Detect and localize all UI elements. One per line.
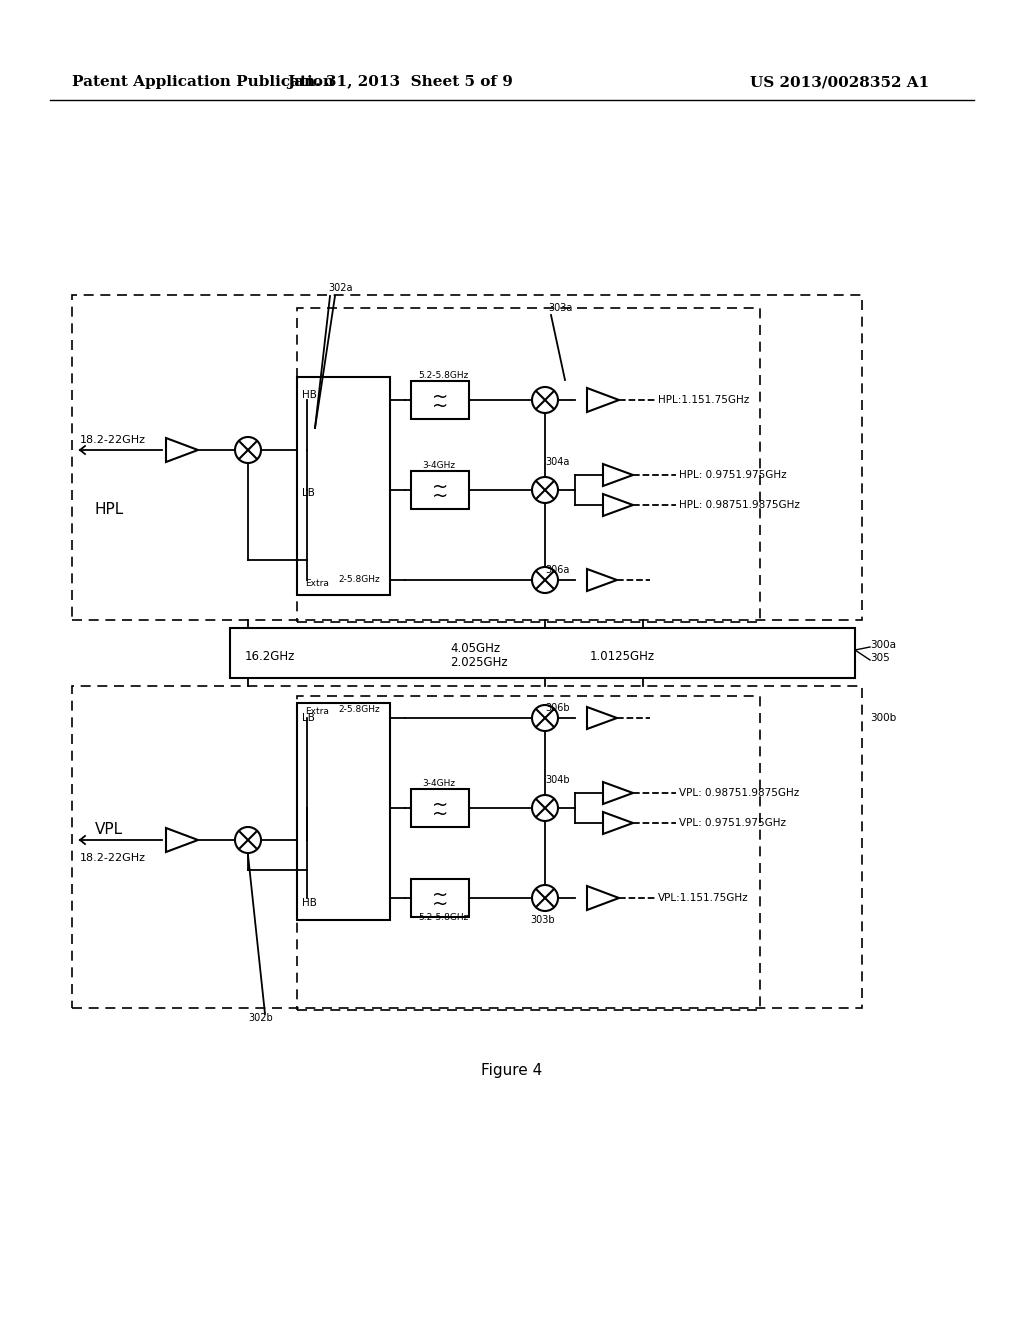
Bar — [411, 879, 469, 917]
Text: 305: 305 — [870, 653, 890, 663]
Text: HPL: HPL — [95, 503, 124, 517]
Text: 18.2-22GHz: 18.2-22GHz — [80, 853, 146, 863]
Bar — [297, 696, 760, 1010]
Text: 2-5.8GHz: 2-5.8GHz — [338, 705, 380, 714]
Text: 303a: 303a — [548, 304, 572, 313]
Text: ~: ~ — [432, 487, 449, 506]
Bar — [411, 381, 469, 418]
Bar — [411, 471, 469, 510]
Text: VPL: VPL — [95, 822, 123, 837]
Text: Patent Application Publication: Patent Application Publication — [72, 75, 334, 88]
Text: 4.05GHz: 4.05GHz — [450, 643, 500, 656]
Text: 2.025GHz: 2.025GHz — [450, 656, 508, 669]
Text: HPL:1.151.75GHz: HPL:1.151.75GHz — [658, 395, 750, 405]
Text: HPL: 0.9751.975GHz: HPL: 0.9751.975GHz — [679, 470, 786, 480]
Text: ~: ~ — [432, 804, 449, 824]
Text: 16.2GHz: 16.2GHz — [245, 649, 295, 663]
Bar — [72, 294, 862, 620]
Text: 18.2-22GHz: 18.2-22GHz — [80, 436, 146, 445]
Text: 306a: 306a — [545, 565, 569, 576]
Text: ~: ~ — [432, 396, 449, 416]
Bar — [297, 378, 390, 595]
Text: LB: LB — [302, 488, 314, 498]
Text: HB: HB — [302, 389, 316, 400]
Text: HPL: 0.98751.9875GHz: HPL: 0.98751.9875GHz — [679, 500, 800, 510]
Text: Extra: Extra — [305, 708, 329, 717]
Text: Extra: Extra — [305, 578, 329, 587]
Text: VPL: 0.9751.975GHz: VPL: 0.9751.975GHz — [679, 818, 786, 828]
Bar — [297, 308, 760, 622]
Bar — [411, 789, 469, 828]
Text: HB: HB — [302, 898, 316, 908]
Text: US 2013/0028352 A1: US 2013/0028352 A1 — [751, 75, 930, 88]
Text: VPL:1.151.75GHz: VPL:1.151.75GHz — [658, 894, 749, 903]
Text: 304a: 304a — [545, 457, 569, 467]
Text: Jan. 31, 2013  Sheet 5 of 9: Jan. 31, 2013 Sheet 5 of 9 — [287, 75, 513, 88]
Text: ~: ~ — [432, 895, 449, 913]
Text: 302b: 302b — [248, 1012, 272, 1023]
Text: 306b: 306b — [545, 704, 569, 713]
Text: 3-4GHz: 3-4GHz — [422, 461, 455, 470]
Text: ~: ~ — [432, 388, 449, 407]
Bar — [72, 686, 862, 1008]
Text: ~: ~ — [432, 478, 449, 496]
Text: 5.2-5.8GHz: 5.2-5.8GHz — [418, 913, 468, 923]
Text: VPL: 0.98751.9875GHz: VPL: 0.98751.9875GHz — [679, 788, 800, 799]
Bar — [230, 628, 855, 678]
Text: 304b: 304b — [545, 775, 569, 785]
Text: 5.2-5.8GHz: 5.2-5.8GHz — [418, 371, 468, 380]
Text: 2-5.8GHz: 2-5.8GHz — [338, 576, 380, 585]
Text: 300b: 300b — [870, 713, 896, 723]
Text: LB: LB — [302, 713, 314, 723]
Text: 1.0125GHz: 1.0125GHz — [590, 649, 655, 663]
Bar — [297, 704, 390, 920]
Text: 300a: 300a — [870, 640, 896, 649]
Text: ~: ~ — [432, 886, 449, 904]
Text: 303b: 303b — [530, 915, 555, 925]
Text: 302a: 302a — [328, 282, 352, 293]
Text: ~: ~ — [432, 796, 449, 814]
Text: Figure 4: Figure 4 — [481, 1063, 543, 1077]
Text: 3-4GHz: 3-4GHz — [422, 779, 455, 788]
